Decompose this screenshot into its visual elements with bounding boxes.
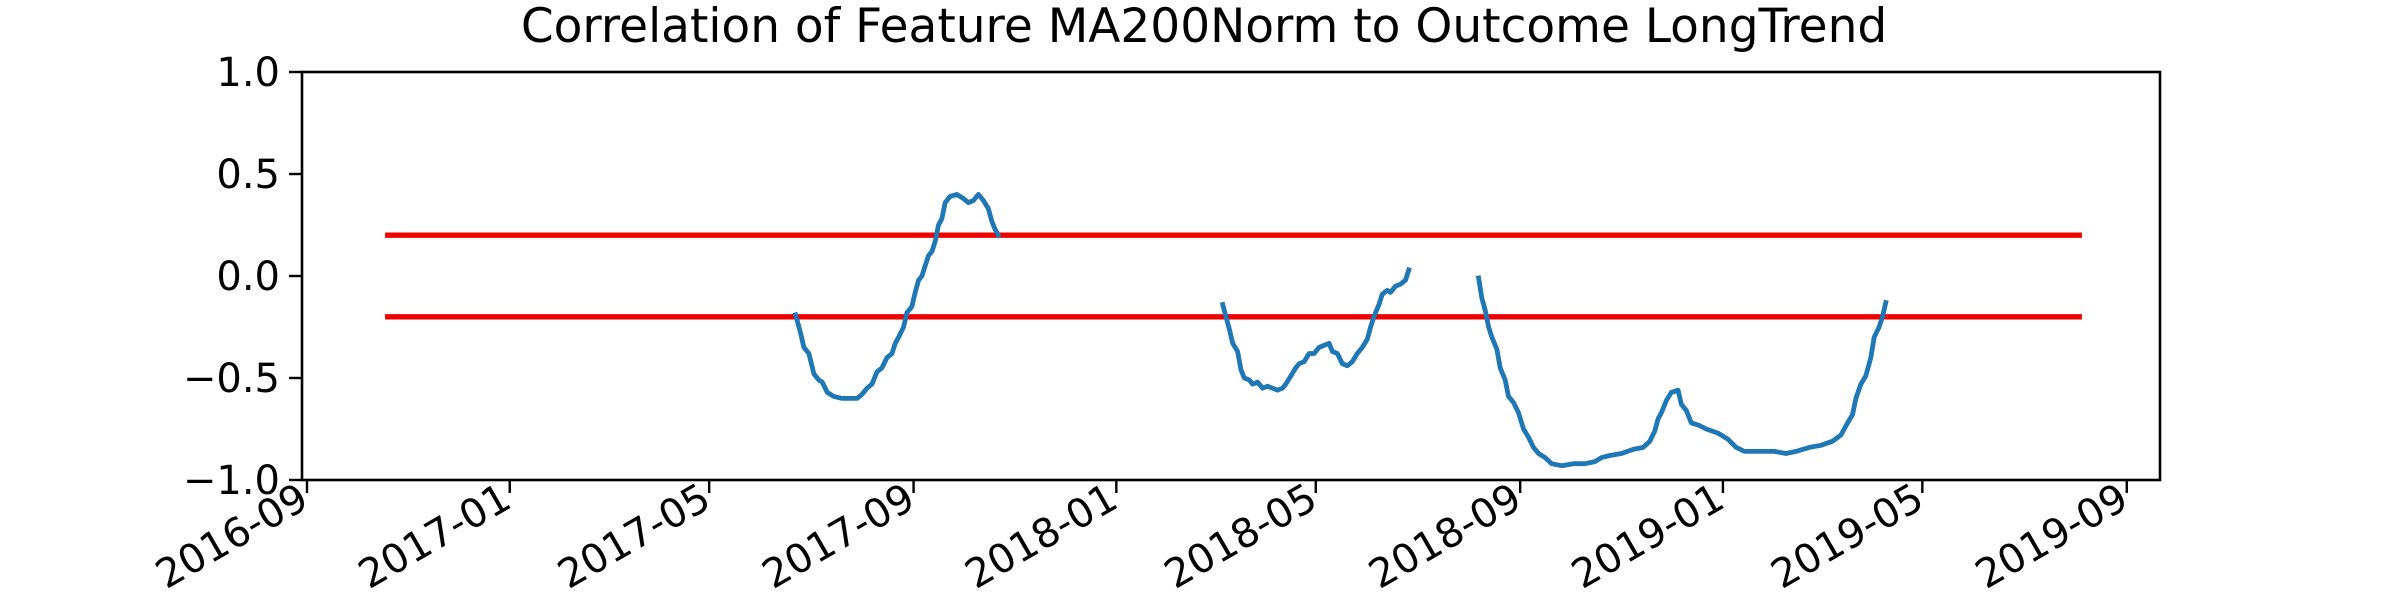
x-tick-label: 2019-05 <box>1764 475 1932 598</box>
y-axis-ticks: 1.0 0.5 0.0 −0.5 −1.0 <box>183 50 302 504</box>
x-tick-label: 2017-01 <box>351 475 519 598</box>
series-line-segment <box>792 192 1002 401</box>
x-tick-label: 2018-09 <box>1361 475 1529 598</box>
threshold-lines <box>385 232 2082 320</box>
x-tick-label: 2019-09 <box>1968 475 2136 598</box>
x-tick-label: 2018-01 <box>958 475 1126 598</box>
y-tick-label: 1.0 <box>216 50 280 96</box>
y-tick-label: −1.0 <box>183 458 280 504</box>
plot-area-frame <box>300 70 2162 482</box>
series-line-segment <box>1475 275 1889 469</box>
x-tick-label: 2017-09 <box>755 475 923 598</box>
x-tick-label: 2018-05 <box>1157 475 1325 598</box>
x-tick-label: 2017-05 <box>550 475 718 598</box>
x-tick-label: 2019-01 <box>1564 475 1732 598</box>
chart-title: Correlation of Feature MA200Norm to Outc… <box>521 0 1887 54</box>
series-line-segment <box>1219 266 1412 393</box>
y-tick-label: −0.5 <box>183 356 280 402</box>
correlation-series <box>792 192 1889 469</box>
y-tick-label: 0.5 <box>216 152 280 198</box>
y-tick-label: 0.0 <box>216 254 280 300</box>
x-axis-ticks: 2016-09 2017-01 2017-05 2017-09 2018-01 2018-… <box>148 475 2136 598</box>
